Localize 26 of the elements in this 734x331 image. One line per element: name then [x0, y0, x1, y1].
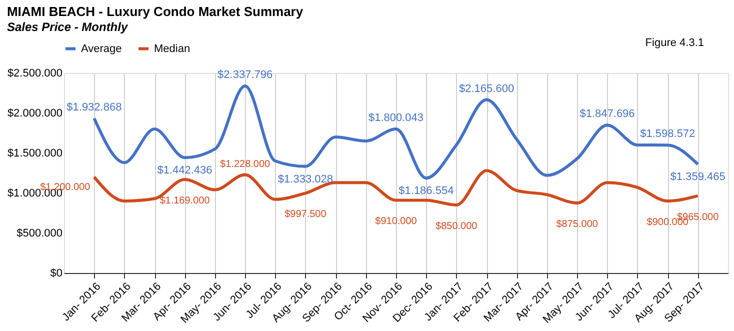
caption: Figure 4.3.1 [645, 37, 704, 49]
y-tick-label: $500.000 [16, 228, 62, 240]
data-label: $2.337.796 [218, 68, 273, 81]
legend-label: Average [81, 42, 122, 55]
legend-label: Median [154, 42, 190, 55]
data-label: $1.847.696 [580, 108, 635, 120]
y-tick-label: $0 [50, 268, 62, 280]
y-tick-label: $1.500.000 [7, 148, 62, 160]
data-label: $1.333.028 [278, 173, 333, 186]
y-tick-label: $2.000.000 [7, 108, 62, 120]
data-label: $997.500 [284, 209, 327, 220]
y-tick-label: $2.500.000 [7, 68, 62, 80]
data-label: $1.800.043 [368, 112, 424, 124]
data-label: $1.932.868 [66, 101, 122, 114]
data-label: $2.165.600 [459, 82, 514, 95]
data-label: $1.169.000 [160, 195, 210, 206]
data-label: $850.000 [436, 221, 478, 232]
data-label: $1.186.554 [398, 185, 454, 198]
data-label: $910.000 [375, 216, 418, 228]
chart-title: MIAMI BEACH - Luxury Condo Market Summary [6, 4, 304, 19]
data-label: $1.359.465 [670, 171, 726, 184]
data-label: $875.000 [556, 219, 598, 230]
chart-subtitle: Sales Price - Monthly [6, 20, 129, 34]
data-label: $1.442.436 [157, 164, 212, 177]
data-label: $1.598.572 [640, 128, 696, 140]
data-label: $1.228.000 [220, 158, 271, 170]
